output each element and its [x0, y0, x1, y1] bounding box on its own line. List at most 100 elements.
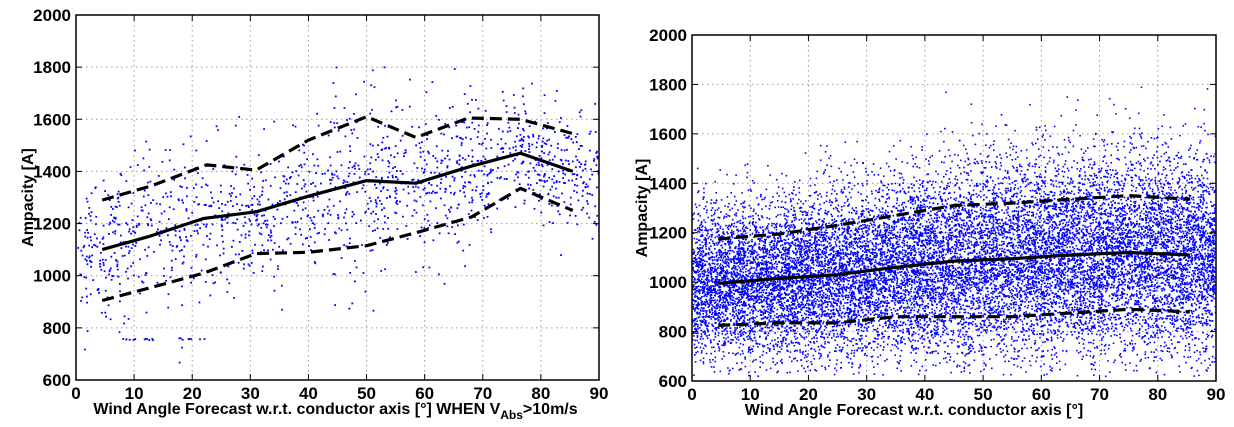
scatter-point — [1165, 192, 1168, 194]
scatter-point — [538, 179, 541, 181]
scatter-point — [1066, 96, 1069, 98]
scatter-point — [826, 240, 829, 243]
scatter-point — [771, 224, 773, 227]
scatter-point — [556, 147, 559, 149]
scatter-point — [935, 220, 938, 222]
scatter-point — [882, 196, 884, 198]
scatter-point — [789, 244, 791, 247]
scatter-point — [180, 239, 182, 241]
scatter-point — [388, 162, 391, 164]
scatter-point — [1124, 229, 1127, 231]
scatter-point — [1183, 294, 1186, 296]
scatter-point — [279, 222, 282, 225]
scatter-point — [246, 174, 249, 176]
scatter-point — [369, 162, 372, 165]
scatter-point — [1159, 300, 1161, 303]
scatter-point — [899, 177, 901, 179]
scatter-point — [448, 158, 451, 161]
scatter-point — [1059, 368, 1061, 371]
scatter-point — [776, 281, 779, 283]
scatter-point — [1083, 220, 1085, 222]
scatter-point — [237, 261, 240, 264]
scatter-point — [291, 221, 294, 224]
scatter-point — [903, 313, 906, 316]
scatter-point — [1130, 203, 1132, 206]
scatter-point — [893, 290, 896, 292]
scatter-point — [86, 200, 89, 203]
scatter-point — [426, 213, 429, 216]
scatter-point — [584, 186, 587, 189]
y-axis-label: Ampacity [A] — [20, 148, 37, 247]
scatter-point — [1034, 263, 1037, 265]
scatter-point — [1093, 374, 1095, 376]
scatter-point — [1099, 236, 1101, 239]
scatter-point — [479, 195, 482, 198]
scatter-point — [279, 200, 281, 202]
scatter-point — [170, 269, 173, 272]
scatter-point — [1063, 293, 1066, 296]
scatter-point — [506, 130, 509, 133]
scatter-point — [809, 369, 812, 372]
scatter-point — [694, 282, 697, 285]
scatter-point — [389, 236, 391, 239]
scatter-point — [899, 283, 902, 285]
scatter-point — [1192, 323, 1194, 326]
scatter-point — [230, 185, 232, 187]
scatter-point — [941, 180, 943, 183]
scatter-point — [904, 323, 907, 326]
scatter-point — [222, 247, 225, 250]
scatter-point — [882, 285, 884, 287]
scatter-point — [1161, 307, 1164, 310]
scatter-point — [716, 273, 719, 275]
scatter-point — [749, 215, 752, 218]
scatter-point — [1015, 169, 1017, 172]
scatter-point — [455, 124, 458, 127]
scatter-point — [916, 230, 918, 232]
scatter-point — [827, 313, 830, 315]
scatter-point — [1014, 270, 1017, 273]
scatter-point — [805, 310, 808, 312]
scatter-point — [1186, 202, 1189, 204]
scatter-point — [543, 179, 546, 182]
scatter-point — [130, 202, 133, 205]
scatter-point — [1201, 295, 1203, 298]
scatter-point — [983, 276, 985, 279]
scatter-point — [1041, 248, 1043, 250]
scatter-point — [1208, 254, 1210, 256]
scatter-point — [596, 186, 598, 189]
scatter-point — [1211, 312, 1213, 315]
scatter-point — [709, 285, 712, 287]
scatter-point — [1074, 262, 1076, 265]
scatter-point — [1075, 224, 1077, 227]
scatter-point — [287, 166, 289, 169]
scatter-point — [838, 211, 840, 213]
scatter-point — [904, 286, 906, 288]
scatter-point — [1038, 302, 1040, 305]
scatter-point — [1166, 350, 1169, 352]
scatter-point — [819, 305, 821, 307]
scatter-point — [457, 224, 459, 227]
scatter-point — [968, 236, 970, 238]
scatter-point — [139, 292, 141, 295]
scatter-point — [508, 126, 511, 129]
scatter-point — [924, 323, 927, 325]
scatter-point — [941, 257, 944, 259]
scatter-point — [173, 168, 176, 171]
scatter-point — [739, 273, 741, 275]
scatter-point — [512, 94, 515, 96]
scatter-point — [903, 307, 905, 309]
scatter-point — [377, 125, 380, 128]
scatter-point — [922, 186, 924, 188]
scatter-point — [970, 286, 973, 289]
scatter-point — [930, 296, 933, 299]
scatter-point — [394, 211, 397, 214]
scatter-point — [1100, 167, 1103, 170]
scatter-point — [1059, 320, 1061, 323]
scatter-point — [749, 234, 752, 236]
scatter-point — [893, 174, 895, 177]
scatter-point — [1038, 126, 1041, 129]
scatter-point — [910, 365, 913, 367]
scatter-point — [1205, 212, 1208, 214]
scatter-point — [853, 237, 855, 240]
scatter-point — [134, 245, 137, 247]
